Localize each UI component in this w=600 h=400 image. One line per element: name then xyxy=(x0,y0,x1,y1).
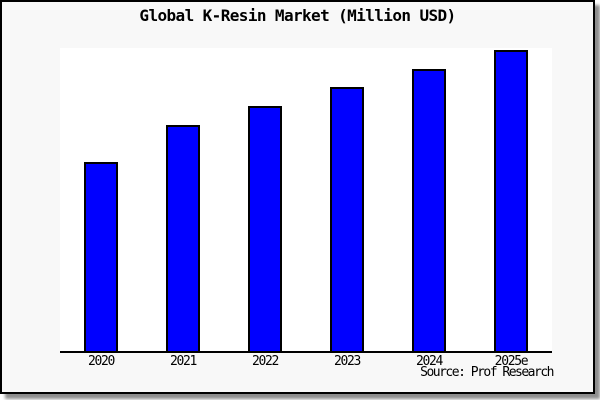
x-axis-labels: 2020 2021 2022 2023 2024 2025e xyxy=(60,355,552,368)
bar-2020 xyxy=(84,162,118,351)
x-tick-label: 2025e xyxy=(494,354,529,369)
x-tick-label: 2023 xyxy=(333,354,361,369)
bar-slot xyxy=(388,69,470,351)
x-tick-label: 2022 xyxy=(251,354,279,369)
bar-slot xyxy=(60,162,142,351)
chart-title: Global K-Resin Market (Million USD) xyxy=(139,6,456,25)
plot-area xyxy=(60,48,552,353)
bar-slot xyxy=(470,50,552,351)
bar-2022 xyxy=(248,106,282,351)
source-note: Source: Prof Research xyxy=(420,365,554,380)
x-tick-label: 2020 xyxy=(87,354,115,369)
bar-slot xyxy=(142,125,224,351)
bar-2023 xyxy=(330,87,364,351)
bar-2021 xyxy=(166,125,200,351)
bar-2025e xyxy=(494,50,528,351)
bar-2024 xyxy=(412,69,446,351)
bar-slot xyxy=(224,106,306,351)
bar-slot xyxy=(306,87,388,351)
x-tick-label: 2024 xyxy=(415,354,443,369)
x-tick-label: 2021 xyxy=(169,354,197,369)
